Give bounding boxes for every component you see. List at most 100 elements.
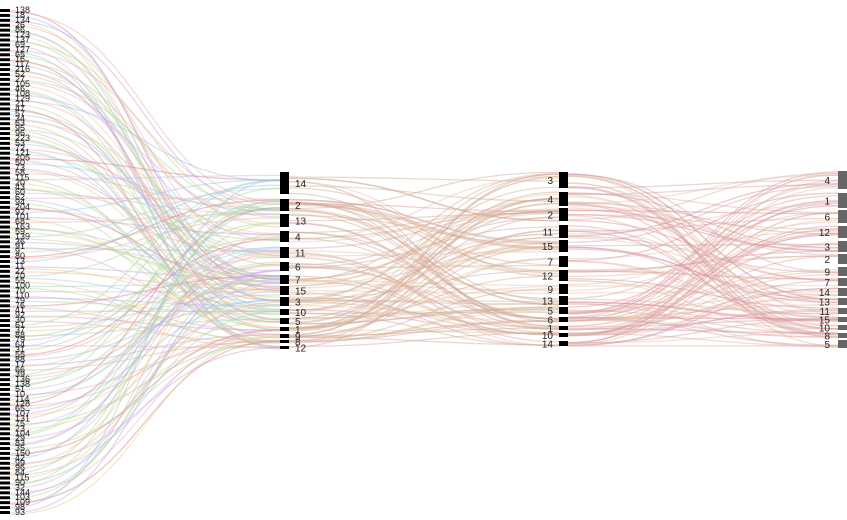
sankey-node[interactable]: [0, 269, 10, 273]
sankey-node[interactable]: [0, 447, 10, 451]
sankey-node[interactable]: [0, 387, 10, 391]
sankey-node[interactable]: [280, 309, 289, 315]
sankey-node[interactable]: [280, 286, 289, 295]
sankey-node[interactable]: [0, 496, 10, 500]
sankey-node[interactable]: [0, 442, 10, 446]
sankey-node[interactable]: [559, 326, 568, 330]
sankey-node[interactable]: [0, 333, 10, 337]
sankey-node[interactable]: [280, 172, 289, 194]
sankey-node[interactable]: [0, 511, 10, 514]
sankey-node[interactable]: [559, 317, 568, 322]
sankey-node[interactable]: [280, 199, 289, 211]
sankey-node[interactable]: [0, 353, 10, 357]
sankey-node[interactable]: [0, 245, 10, 249]
sankey-node[interactable]: [280, 327, 289, 331]
sankey-node[interactable]: [0, 319, 10, 323]
sankey-node[interactable]: [0, 338, 10, 342]
sankey-node[interactable]: [0, 181, 10, 185]
sankey-node[interactable]: [0, 260, 10, 263]
sankey-node[interactable]: [0, 87, 10, 91]
sankey-node[interactable]: [0, 215, 10, 219]
sankey-node[interactable]: [280, 275, 289, 284]
sankey-node[interactable]: [0, 68, 10, 72]
sankey-node[interactable]: [559, 192, 568, 206]
sankey-node[interactable]: [0, 63, 10, 67]
sankey-node[interactable]: [0, 132, 10, 136]
sankey-node[interactable]: [838, 254, 847, 264]
sankey-node[interactable]: [0, 506, 10, 510]
sankey-node[interactable]: [559, 341, 568, 346]
sankey-node[interactable]: [280, 214, 289, 227]
sankey-node[interactable]: [0, 471, 10, 475]
sankey-node[interactable]: [280, 318, 289, 324]
sankey-node[interactable]: [838, 317, 847, 322]
sankey-node[interactable]: [559, 307, 568, 314]
sankey-node[interactable]: [0, 451, 10, 455]
sankey-node[interactable]: [0, 235, 10, 239]
sankey-node[interactable]: [280, 247, 289, 258]
sankey-node[interactable]: [0, 112, 10, 116]
sankey-node[interactable]: [0, 501, 10, 505]
sankey-node[interactable]: [559, 172, 568, 188]
sankey-node[interactable]: [0, 200, 10, 204]
sankey-node[interactable]: [0, 205, 10, 209]
sankey-node[interactable]: [0, 92, 10, 96]
sankey-node[interactable]: [0, 392, 10, 396]
sankey-node[interactable]: [0, 136, 10, 140]
sankey-node[interactable]: [0, 191, 10, 195]
sankey-node[interactable]: [0, 491, 10, 495]
sankey-node[interactable]: [559, 284, 568, 294]
sankey-node[interactable]: [0, 274, 10, 278]
sankey-node[interactable]: [838, 325, 847, 330]
sankey-node[interactable]: [0, 240, 10, 244]
sankey-node[interactable]: [0, 72, 10, 76]
sankey-node[interactable]: [280, 346, 289, 349]
sankey-node[interactable]: [0, 220, 10, 224]
sankey-node[interactable]: [0, 38, 10, 42]
sankey-node[interactable]: [0, 166, 10, 170]
sankey-node[interactable]: [559, 270, 568, 281]
sankey-node[interactable]: [0, 176, 10, 180]
sankey-node[interactable]: [0, 323, 10, 327]
sankey-node[interactable]: [0, 294, 10, 298]
sankey-node[interactable]: [0, 358, 10, 362]
sankey-node[interactable]: [0, 397, 10, 401]
sankey-node[interactable]: [0, 53, 10, 57]
sankey-node[interactable]: [0, 82, 10, 86]
sankey-node[interactable]: [0, 77, 10, 81]
sankey-node[interactable]: [838, 171, 847, 189]
sankey-node[interactable]: [0, 161, 10, 165]
sankey-node[interactable]: [0, 284, 10, 288]
sankey-node[interactable]: [838, 278, 847, 286]
sankey-node[interactable]: [0, 299, 10, 303]
sankey-node[interactable]: [0, 417, 10, 421]
sankey-node[interactable]: [838, 241, 847, 252]
sankey-node[interactable]: [0, 264, 10, 268]
sankey-node[interactable]: [838, 267, 847, 276]
sankey-node[interactable]: [0, 437, 10, 441]
sankey-node[interactable]: [0, 363, 10, 367]
sankey-node[interactable]: [0, 402, 10, 406]
sankey-node[interactable]: [838, 333, 847, 338]
sankey-node[interactable]: [0, 314, 10, 318]
sankey-node[interactable]: [0, 466, 10, 470]
sankey-node[interactable]: [0, 343, 10, 347]
sankey-node[interactable]: [280, 334, 289, 338]
sankey-node[interactable]: [0, 481, 10, 485]
sankey-node[interactable]: [838, 308, 847, 314]
sankey-node[interactable]: [0, 407, 10, 411]
sankey-node[interactable]: [0, 250, 10, 254]
sankey-node[interactable]: [559, 225, 568, 238]
sankey-node[interactable]: [0, 117, 10, 121]
sankey-node[interactable]: [559, 296, 568, 305]
sankey-node[interactable]: [838, 226, 847, 238]
sankey-node[interactable]: [280, 297, 289, 306]
sankey-node[interactable]: [0, 196, 10, 200]
sankey-node[interactable]: [0, 9, 10, 12]
sankey-node[interactable]: [0, 122, 10, 126]
sankey-node[interactable]: [0, 58, 10, 62]
sankey-node[interactable]: [0, 146, 10, 150]
sankey-node[interactable]: [0, 230, 10, 234]
sankey-node[interactable]: [0, 422, 10, 426]
sankey-node[interactable]: [0, 368, 10, 372]
